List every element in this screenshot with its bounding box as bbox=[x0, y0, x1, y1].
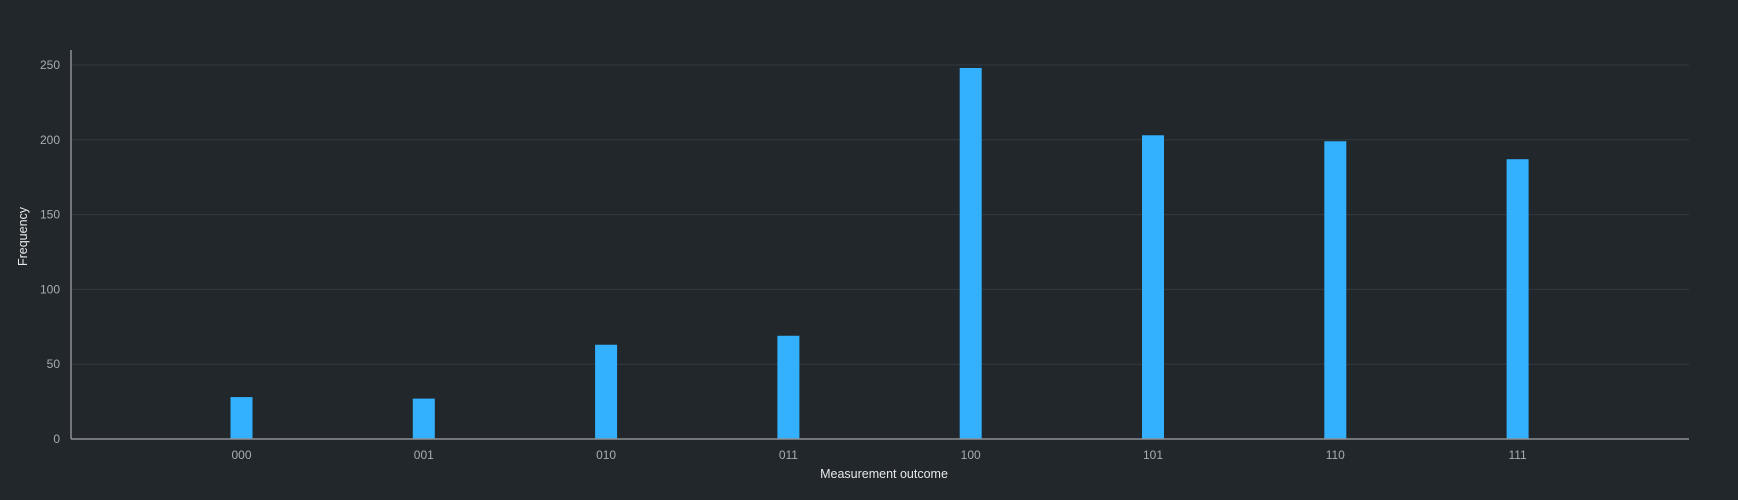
axes-layer bbox=[70, 50, 1689, 440]
bar-111 bbox=[1506, 159, 1529, 439]
x-tick-label: 110 bbox=[1326, 448, 1345, 462]
x-tick-label: 010 bbox=[596, 448, 616, 462]
x-tick-label: 100 bbox=[961, 448, 981, 462]
bar-000 bbox=[230, 397, 253, 439]
x-tick-label: 011 bbox=[779, 448, 798, 462]
x-tick-label: 000 bbox=[231, 448, 251, 462]
bar-101 bbox=[1142, 135, 1164, 439]
x-tick-label: 001 bbox=[414, 448, 434, 462]
bars-layer bbox=[230, 67, 1529, 439]
y-tick-label: 50 bbox=[47, 357, 61, 371]
y-tick-label: 250 bbox=[40, 58, 60, 72]
x-tick-label: 101 bbox=[1143, 448, 1163, 462]
bar-001 bbox=[412, 398, 435, 439]
grid-layer bbox=[71, 64, 1689, 365]
x-axis-title: Measurement outcome bbox=[820, 467, 948, 481]
bar-011 bbox=[777, 335, 800, 439]
y-tick-label: 100 bbox=[40, 282, 60, 296]
x-tick-labels: 000 001 010 011 100 101 110 111 bbox=[231, 448, 1527, 462]
y-tick-label: 150 bbox=[40, 208, 60, 222]
bar-010 bbox=[595, 344, 618, 439]
y-tick-label: 0 bbox=[53, 432, 60, 446]
y-tick-label: 200 bbox=[40, 133, 60, 147]
bar-100 bbox=[959, 67, 982, 439]
y-tick-labels: 0 50 100 150 200 250 bbox=[40, 58, 60, 446]
x-tick-label: 111 bbox=[1508, 448, 1527, 462]
y-axis-title: Frequency bbox=[16, 206, 30, 266]
bar-110 bbox=[1324, 141, 1347, 439]
